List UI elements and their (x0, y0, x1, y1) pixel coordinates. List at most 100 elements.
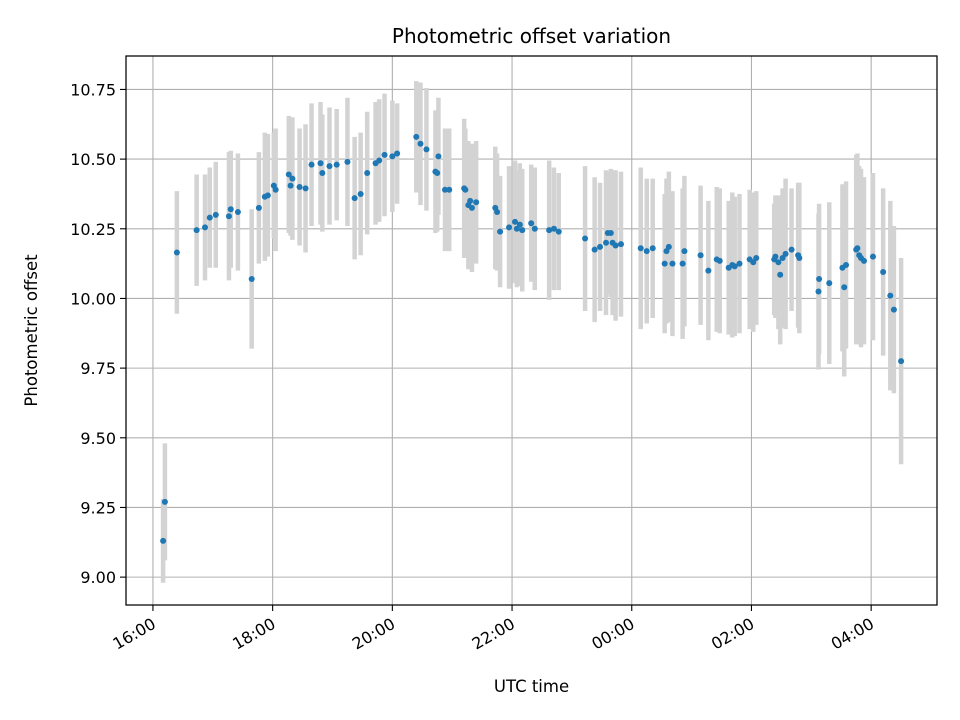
data-point (516, 221, 523, 228)
data-point (225, 213, 232, 220)
y-axis-ticks: 9.00 9.25 9.50 9.75 10.00 10.25 10.50 10.75 (70, 80, 126, 587)
data-point (637, 245, 644, 252)
data-point (705, 267, 712, 274)
data-point (788, 246, 795, 253)
data-point (255, 204, 262, 211)
y-tick-label: 10.75 (70, 80, 116, 99)
data-point (389, 153, 396, 160)
data-point (649, 245, 656, 252)
y-tick-label: 10.50 (70, 150, 116, 169)
data-point (417, 140, 424, 147)
data-point (394, 150, 401, 157)
plot-frame (125, 55, 938, 606)
data-point (381, 151, 388, 158)
data-point (227, 206, 234, 213)
data-point (679, 260, 686, 267)
data-point (816, 275, 823, 282)
y-tick-label: 10.00 (70, 289, 116, 308)
data-point (531, 225, 538, 232)
data-point (357, 190, 364, 197)
data-points (160, 133, 905, 544)
data-point (333, 161, 340, 168)
y-tick-label: 10.25 (70, 220, 116, 239)
data-point (665, 243, 672, 250)
data-point (826, 280, 833, 287)
data-point (815, 288, 822, 295)
data-point (326, 163, 333, 170)
data-point (546, 227, 553, 234)
data-point (317, 160, 324, 167)
data-point (681, 248, 688, 255)
y-tick-label: 9.25 (80, 498, 116, 517)
data-point (506, 224, 513, 231)
y-tick-label: 9.00 (80, 568, 116, 587)
data-point (202, 224, 209, 231)
data-point (617, 241, 624, 248)
data-point (731, 263, 738, 270)
y-tick-label: 9.75 (80, 359, 116, 378)
data-point (413, 133, 420, 140)
data-point (160, 537, 167, 544)
data-point (750, 259, 757, 266)
data-point (796, 255, 803, 262)
data-point (435, 153, 442, 160)
data-point (753, 255, 760, 262)
data-point (782, 250, 789, 257)
data-point (376, 157, 383, 164)
data-point (364, 170, 371, 177)
data-point (772, 253, 779, 260)
data-point (661, 260, 668, 267)
data-point (869, 253, 876, 260)
data-point (612, 242, 619, 249)
data-point (193, 227, 200, 234)
data-point (302, 185, 309, 192)
data-point (264, 192, 271, 199)
data-point (473, 199, 480, 206)
chart-title: Photometric offset variation (392, 24, 671, 48)
data-point (555, 228, 562, 235)
data-point (462, 186, 469, 193)
data-point (344, 158, 351, 165)
data-point (248, 275, 255, 282)
data-point (519, 227, 526, 234)
data-point (777, 271, 784, 278)
data-point (887, 292, 894, 299)
data-point (442, 186, 449, 193)
data-point (582, 235, 589, 242)
data-point (841, 284, 848, 291)
data-point (880, 268, 887, 275)
data-point (513, 225, 520, 232)
data-point (468, 204, 475, 211)
data-point (603, 239, 610, 246)
data-point (898, 358, 905, 365)
data-point (467, 197, 474, 204)
data-point (843, 262, 850, 269)
data-point (494, 209, 501, 216)
y-tick-label: 9.50 (80, 429, 116, 448)
data-point (351, 195, 358, 202)
data-point (643, 248, 650, 255)
data-point (446, 186, 453, 193)
data-point (497, 228, 504, 235)
data-point (775, 259, 782, 266)
data-point (854, 245, 861, 252)
data-point (669, 260, 676, 267)
data-point (779, 255, 786, 262)
data-point (591, 246, 598, 253)
data-point (716, 257, 723, 264)
data-point (308, 161, 315, 168)
data-point (550, 225, 557, 232)
data-point (173, 249, 180, 256)
data-point (423, 146, 430, 153)
data-point (890, 306, 897, 313)
data-point (528, 220, 535, 227)
data-point (860, 257, 867, 264)
data-point (607, 229, 614, 236)
data-point (319, 170, 326, 177)
data-point (272, 186, 279, 193)
data-point (296, 183, 303, 190)
data-point (234, 209, 241, 216)
data-point (736, 260, 743, 267)
data-point (597, 243, 604, 250)
